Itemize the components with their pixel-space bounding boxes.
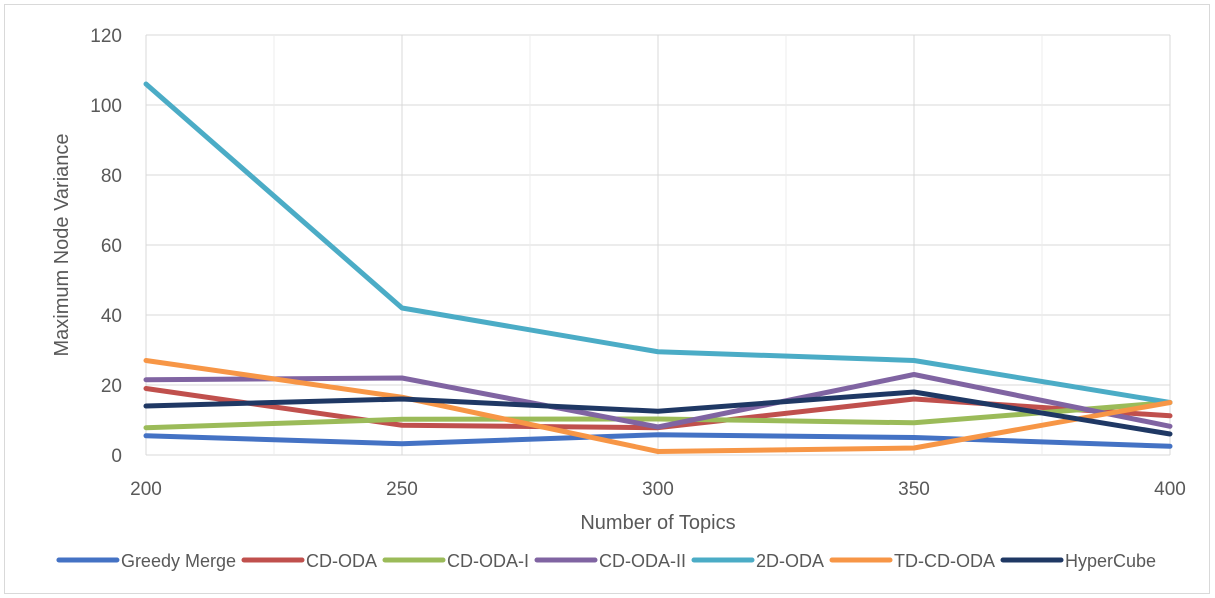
x-tick-label: 400: [1154, 479, 1186, 500]
legend-item: CD-ODA-II: [534, 551, 686, 571]
plot-area: [143, 81, 1173, 454]
series-line-td-cd-oda: [143, 358, 1173, 454]
series-line-cd-oda-i: [143, 400, 1173, 431]
x-axis-title: Number of Topics: [580, 512, 735, 534]
y-tick-label: 0: [111, 446, 122, 467]
y-tick-label: 80: [101, 166, 122, 187]
chart-border: [4, 4, 1210, 594]
x-tick-label: 300: [642, 479, 674, 500]
legend-item: CD-ODA: [241, 551, 377, 571]
legend-item: HyperCube: [1000, 551, 1156, 571]
series-line-greedy-merge: [143, 432, 1173, 449]
legend-item: Greedy Merge: [56, 551, 236, 571]
x-tick-label: 350: [898, 479, 930, 500]
legend-label: Greedy Merge: [121, 551, 236, 571]
legend-item: TD-CD-ODA: [829, 551, 995, 571]
y-tick-label: 100: [90, 96, 122, 117]
legend-item: 2D-ODA: [691, 551, 824, 571]
y-tick-label: 40: [101, 306, 122, 327]
legend-item: CD-ODA-I: [382, 551, 529, 571]
legend-label: CD-ODA-I: [447, 551, 529, 571]
x-tick-label: 250: [386, 479, 418, 500]
y-axis-ticks: 0 20 40 60 80 100 120: [90, 26, 122, 467]
series-line-2d-oda: [143, 81, 1173, 405]
legend-label: TD-CD-ODA: [894, 551, 995, 571]
gridlines: [145, 34, 1171, 456]
y-tick-label: 60: [101, 236, 122, 257]
series-line-cd-oda-ii: [143, 372, 1173, 430]
legend-label: CD-ODA: [306, 551, 377, 571]
legend-label: HyperCube: [1065, 551, 1156, 571]
y-tick-label: 20: [101, 376, 122, 397]
legend: Greedy Merge CD-ODA CD-ODA-I CD-ODA-II 2D-OD…: [56, 551, 1156, 571]
x-axis-ticks: 200 250 300 350 400: [130, 479, 1186, 500]
y-tick-label: 120: [90, 26, 122, 47]
x-tick-label: 200: [130, 479, 162, 500]
legend-label: CD-ODA-II: [599, 551, 686, 571]
series-line-hypercube: [143, 389, 1173, 437]
legend-label: 2D-ODA: [756, 551, 824, 571]
y-axis-title: Maximum Node Variance: [51, 133, 73, 356]
